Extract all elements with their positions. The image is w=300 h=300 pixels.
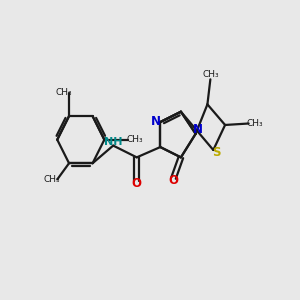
Text: CH₃: CH₃	[202, 70, 219, 79]
Text: O: O	[169, 174, 178, 188]
Text: NH: NH	[104, 137, 122, 147]
Text: CH₃: CH₃	[44, 175, 60, 184]
Text: N: N	[193, 123, 203, 136]
Text: O: O	[132, 177, 142, 190]
Text: S: S	[212, 146, 220, 159]
Text: CH₃: CH₃	[126, 135, 143, 144]
Text: CH₃: CH₃	[56, 88, 72, 97]
Text: CH₃: CH₃	[247, 119, 263, 128]
Text: N: N	[151, 115, 161, 128]
